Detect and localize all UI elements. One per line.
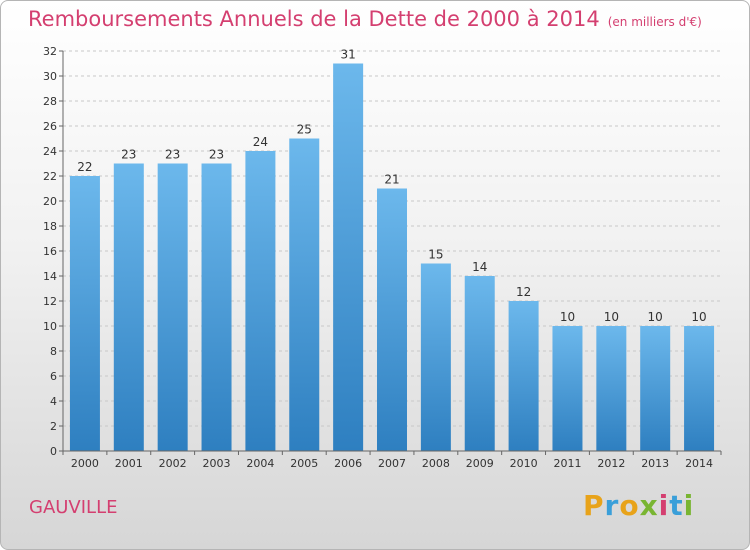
y-tick-label: 26 [43,120,57,133]
bar [684,326,715,451]
x-tick-label: 2010 [510,457,538,470]
x-tick-label: 2012 [597,457,625,470]
x-tick-label: 2005 [290,457,318,470]
x-tick-label: 2004 [246,457,274,470]
bar [377,188,407,451]
bar [245,151,276,451]
data-label: 23 [165,148,180,162]
data-labels: 22 23 23 23 24 25 31 21 15 14 12 10 10 10 10 [77,48,706,325]
data-label: 25 [297,123,312,137]
x-tick-label: 2014 [685,457,713,470]
x-tick-label: 2003 [203,457,231,470]
x-tick-label: 2002 [159,457,187,470]
data-label: 23 [121,148,136,162]
data-label: 21 [384,173,399,187]
bar [640,326,671,451]
chart-subtitle: (en milliers d'€) [607,15,702,29]
y-tick-label: 28 [43,95,57,108]
bar [157,163,188,451]
y-tick-label: 30 [43,70,57,83]
bar [464,276,495,451]
data-label: 10 [691,310,706,324]
chart-title: Remboursements Annuels de la Dette de 20… [28,7,702,31]
data-label: 24 [253,135,268,149]
y-tick-label: 12 [43,295,57,308]
y-tick-label: 10 [43,320,57,333]
data-label: 10 [604,310,619,324]
y-tick-label: 2 [50,420,57,433]
data-label: 12 [516,285,531,299]
y-tick-label: 32 [43,45,57,58]
x-tick-label: 2013 [641,457,669,470]
bar [69,176,100,451]
y-tick-label: 0 [50,445,57,458]
x-tick-label: 2007 [378,457,406,470]
y-tick-label: 4 [50,395,57,408]
chart-title-text: Remboursements Annuels de la Dette de 20… [28,7,600,31]
bar [420,263,451,451]
x-tick-label: 2000 [71,457,99,470]
data-label: 22 [77,160,92,174]
data-label: 23 [209,148,224,162]
bars [69,63,715,451]
x-tick-label: 2008 [422,457,450,470]
proxiti-logo: Proxiti [583,489,695,522]
data-label: 10 [648,310,663,324]
bar [333,63,364,451]
y-tick-label: 20 [43,195,57,208]
x-tick-label: 2001 [115,457,143,470]
x-tick-label: 2006 [334,457,362,470]
x-tick-label: 2011 [553,457,581,470]
y-tick-label: 8 [50,345,57,358]
y-tick-label: 18 [43,220,57,233]
bar [508,301,539,451]
data-label: 31 [340,48,355,62]
bar [201,163,232,451]
commune-name: GAUVILLE [29,497,118,518]
bar [113,163,144,451]
bar [552,326,583,451]
data-label: 10 [560,310,575,324]
bar [596,326,627,451]
y-tick-label: 24 [43,145,57,158]
data-label: 15 [428,248,443,262]
y-tick-label: 16 [43,245,57,258]
bar [289,138,320,451]
y-tick-label: 6 [50,370,57,383]
x-tick-label: 2009 [466,457,494,470]
y-tick-label: 22 [43,170,57,183]
data-label: 14 [472,260,487,274]
y-tick-label: 14 [43,270,57,283]
